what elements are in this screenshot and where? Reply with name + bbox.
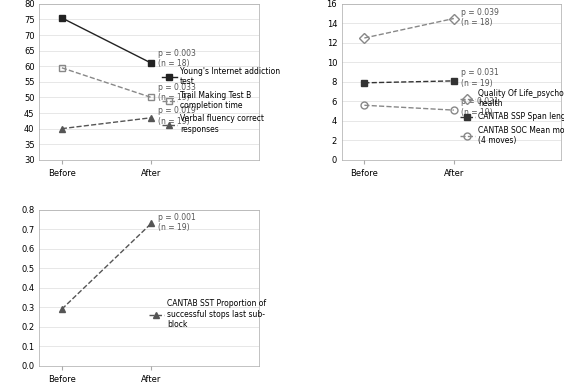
- Text: p = 0.039
(n = 18): p = 0.039 (n = 18): [461, 8, 499, 27]
- Legend: Quality Of Life_psychological
health, CANTAB SSP Span length, CANTAB SOC Mean mo: Quality Of Life_psychological health, CA…: [460, 89, 564, 145]
- Text: p = 0.033
(n = 19): p = 0.033 (n = 19): [158, 83, 196, 102]
- Text: p = 0.031
(n = 19): p = 0.031 (n = 19): [461, 98, 499, 117]
- Text: p = 0.001
(n = 19): p = 0.001 (n = 19): [158, 213, 196, 232]
- Text: p = 0.003
(n = 18): p = 0.003 (n = 18): [158, 49, 196, 68]
- Legend: Young's Internet addiction
test, Trail Making Test B
completion time, Verbal flu: Young's Internet addiction test, Trail M…: [162, 67, 280, 133]
- Legend: CANTAB SST Proportion of
successful stops last sub-
block: CANTAB SST Proportion of successful stop…: [148, 299, 266, 329]
- Text: p = 0.019
(n = 19): p = 0.019 (n = 19): [158, 107, 196, 126]
- Text: p = 0.031
(n = 19): p = 0.031 (n = 19): [461, 68, 499, 88]
